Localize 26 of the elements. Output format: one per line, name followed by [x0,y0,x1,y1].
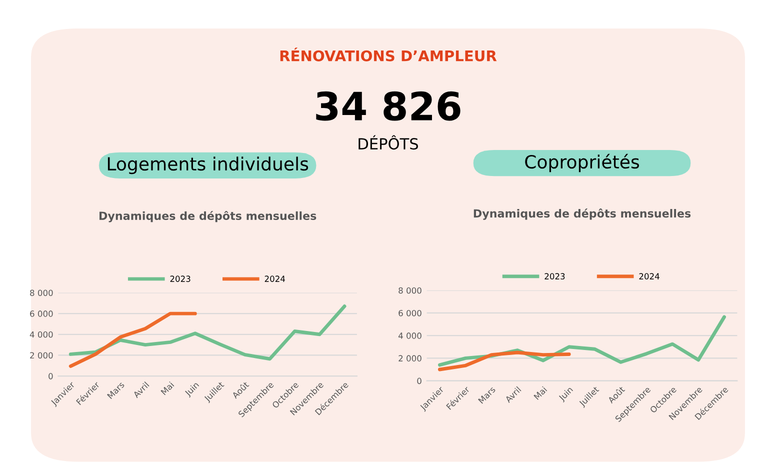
chart-title: Copropriétés [525,154,640,172]
x-tick-label: Mai [160,381,174,396]
chart-subtitle: Dynamiques de dépôts mensuelles [474,208,691,220]
y-tick-label: 8 000 [398,287,422,294]
text: DÉPÔTS [358,135,418,150]
text: RÉNOVATIONS D’AMPLEUR [280,48,497,62]
chart-subtitle: Dynamiques de dépôts mensuelles [99,210,316,222]
y-tick-label: 4 000 [398,332,422,339]
legend-label: 2023 [170,276,190,282]
y-tick-label: 8 000 [30,290,53,296]
y-tick-label: 2 000 [30,352,53,358]
y-tick-label: 6 000 [398,310,422,316]
legend-label: 2023 [544,273,565,280]
legend-label: 2024 [264,276,285,282]
y-tick-label: 2 000 [398,355,422,362]
legend-label: 2024 [639,273,660,280]
line-series [438,350,571,372]
text: 34 826 [316,91,460,121]
y-tick-label: 0 [417,378,422,384]
chart-title: Logements individuels [108,156,308,174]
y-tick-label: 6 000 [30,310,53,317]
line-series [68,312,197,368]
y-tick-label: 4 000 [30,331,53,338]
y-tick-label: 0 [48,373,53,380]
x-tick-label: Mai [533,386,548,400]
line-series [68,304,346,361]
